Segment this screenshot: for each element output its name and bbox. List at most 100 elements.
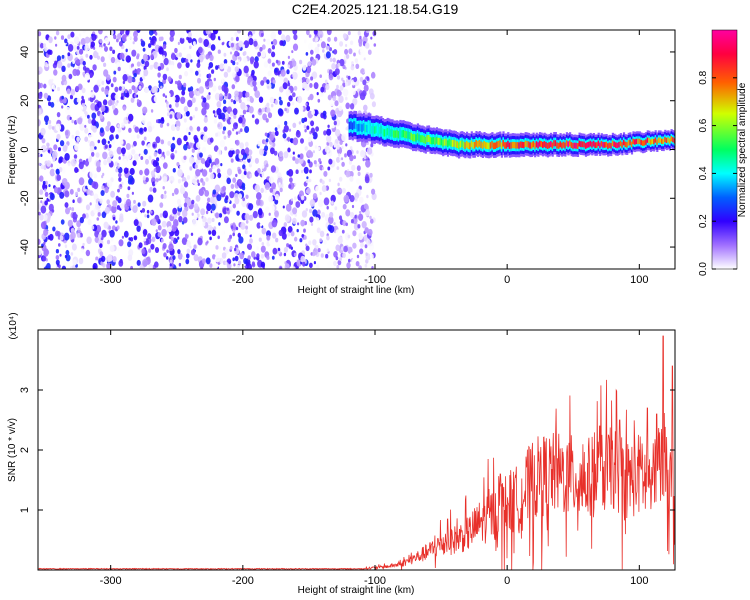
noise-cell [127,254,133,261]
noise-cell [38,162,41,166]
ridge-cell [488,142,491,150]
noise-cell [332,57,336,63]
noise-cell [170,236,174,242]
ridge-cell [470,140,473,148]
noise-cell [155,178,159,183]
noise-cell [198,37,203,44]
noise-cell [344,232,350,241]
noise-cell [167,76,172,82]
noise-cell [193,44,198,51]
ridge-cell [597,140,600,147]
noise-cell [78,161,84,170]
noise-cell [242,44,246,49]
ridge-cell [508,142,511,149]
noise-cell [309,199,316,207]
colorbar-ticks: 0.00.20.40.60.8 [698,70,737,276]
ridge-cell [653,139,656,145]
noise-cell [72,60,75,64]
noise-cell [300,219,306,227]
ridge-cell [662,138,665,144]
noise-cell [73,154,78,160]
noise-cell [278,150,284,157]
noise-cell [68,73,73,80]
noise-cell [177,236,180,240]
noise-cell [223,99,227,105]
noise-cell [353,155,357,160]
noise-cell [151,236,156,243]
ridge-cell [621,142,624,148]
noise-cell [230,158,234,163]
noise-cell [251,261,255,267]
noise-cell [233,99,237,105]
noise-cell [99,113,104,119]
ridge-cell [504,142,507,149]
noise-cell [161,117,164,122]
ridge-cell [661,138,664,144]
noise-cell [320,253,324,258]
noise-cell [323,239,327,245]
noise-cell [67,63,71,68]
noise-cell [338,215,343,221]
noise-cell [350,212,355,218]
noise-cell [359,248,364,255]
noise-cell [230,117,235,124]
noise-cell [262,76,267,83]
noise-cell [164,95,168,99]
noise-cell [110,134,114,139]
noise-cell [281,60,285,65]
ridge-cell [397,131,400,139]
noise-cell [142,229,148,236]
noise-cell [86,188,91,196]
noise-cell [201,169,208,177]
noise-cell [91,133,94,138]
noise-cell [292,71,295,76]
noise-cell [195,142,201,149]
noise-cell [279,86,284,93]
noise-cell [189,45,192,50]
noise-cell [141,208,146,213]
noise-cell [178,52,182,57]
noise-cell [147,194,154,203]
noise-cell [166,150,170,156]
noise-cell [85,213,89,219]
noise-cell [128,249,134,257]
noise-cell [40,221,47,230]
noise-cell [239,252,245,260]
noise-cell [279,266,283,269]
noise-cell [113,150,117,154]
noise-cell [107,254,113,262]
ridge-cell [399,129,402,138]
noise-cell [366,194,369,199]
noise-cell [300,138,304,144]
noise-cell [212,110,216,114]
noise-cell [160,139,165,145]
noise-cell [81,102,86,108]
noise-cell [248,38,254,46]
noise-cell [282,205,285,209]
noise-cell [160,85,163,90]
noise-cell [42,145,47,151]
ridge-cell [651,138,654,144]
noise-cell [209,236,212,241]
noise-cell [198,86,204,94]
noise-cell [328,178,332,183]
ridge-cell [380,126,383,134]
noise-cell [141,248,146,255]
noise-cell [255,192,262,201]
noise-cell [217,238,220,242]
noise-cell [206,203,212,212]
noise-cell [84,44,90,52]
noise-cell [370,253,374,260]
noise-cell [251,30,256,35]
noise-cell [333,260,337,267]
noise-cell [349,195,355,203]
noise-cell [171,263,175,267]
noise-cell [152,160,158,167]
noise-cell [61,178,68,186]
noise-cell [166,101,169,105]
noise-cell [329,141,333,147]
noise-cell [364,42,370,49]
noise-cell [204,190,210,197]
noise-cell [230,183,235,189]
ridge-cell [413,134,416,142]
